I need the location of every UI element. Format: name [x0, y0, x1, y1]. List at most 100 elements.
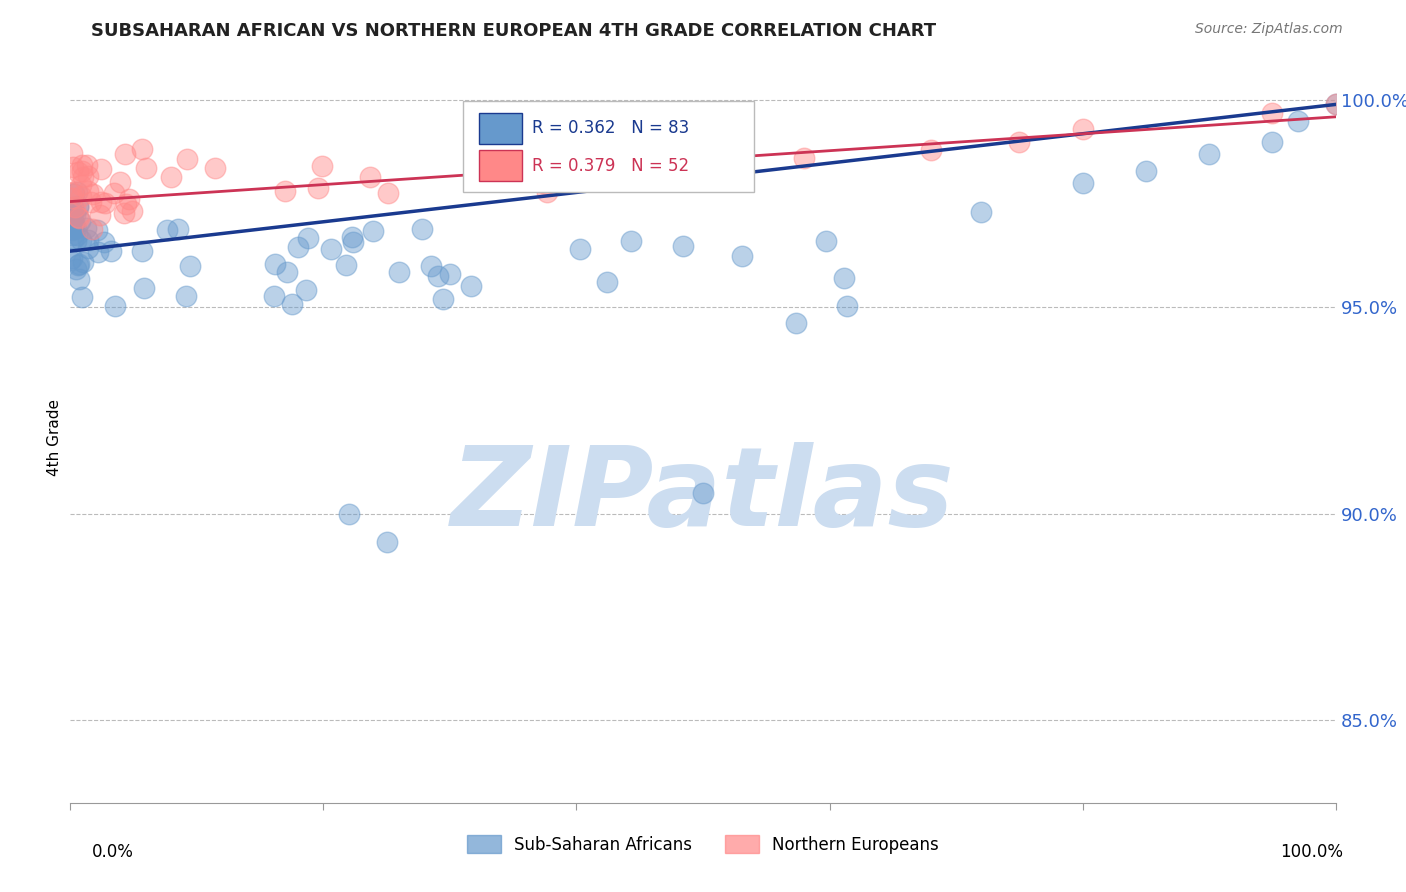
- Point: [263, 256, 285, 270]
- Point: [70, 164, 93, 178]
- FancyBboxPatch shape: [479, 151, 522, 181]
- Point: [63, 208, 86, 222]
- Point: [65, 228, 87, 243]
- Text: 100.0%: 100.0%: [1279, 843, 1343, 861]
- Point: [692, 486, 714, 500]
- Point: [66, 210, 89, 224]
- Point: [1198, 147, 1220, 161]
- Text: ZIPatlas: ZIPatlas: [451, 442, 955, 549]
- Point: [377, 186, 399, 200]
- Point: [565, 171, 588, 186]
- Point: [534, 177, 557, 191]
- Point: [160, 169, 183, 184]
- Point: [65, 221, 87, 235]
- Point: [72, 170, 94, 185]
- Point: [62, 185, 84, 199]
- Point: [1071, 176, 1094, 190]
- Point: [319, 243, 342, 257]
- Point: [77, 241, 100, 255]
- Point: [60, 191, 83, 205]
- Point: [100, 244, 122, 259]
- Point: [80, 195, 103, 210]
- Point: [1324, 97, 1347, 112]
- Point: [112, 206, 135, 220]
- Point: [82, 187, 104, 202]
- Point: [69, 189, 91, 203]
- Point: [536, 185, 558, 199]
- Point: [276, 265, 298, 279]
- Point: [135, 161, 157, 175]
- Point: [793, 151, 815, 165]
- Point: [1071, 122, 1094, 136]
- Point: [104, 299, 127, 313]
- Point: [86, 223, 108, 237]
- Point: [920, 143, 942, 157]
- Point: [335, 258, 357, 272]
- Point: [731, 249, 754, 263]
- Point: [67, 256, 90, 270]
- Point: [970, 205, 993, 219]
- Point: [131, 142, 153, 156]
- Point: [70, 158, 93, 172]
- Point: [103, 186, 125, 201]
- Point: [167, 222, 190, 236]
- Point: [280, 297, 302, 311]
- Point: [375, 535, 398, 549]
- Point: [785, 316, 807, 330]
- Point: [1008, 135, 1031, 149]
- Point: [287, 240, 309, 254]
- Point: [1324, 97, 1347, 112]
- Legend: Sub-Saharan Africans, Northern Europeans: Sub-Saharan Africans, Northern Europeans: [461, 829, 945, 860]
- Point: [311, 160, 333, 174]
- Point: [94, 195, 117, 210]
- Text: 0.0%: 0.0%: [91, 843, 134, 861]
- Point: [204, 161, 226, 175]
- Point: [359, 170, 381, 185]
- Y-axis label: 4th Grade: 4th Grade: [46, 399, 62, 475]
- Point: [66, 198, 89, 212]
- Point: [67, 272, 90, 286]
- Point: [65, 234, 87, 248]
- Point: [263, 288, 285, 302]
- Point: [620, 234, 643, 248]
- Point: [108, 175, 131, 189]
- Point: [1135, 163, 1157, 178]
- Point: [90, 161, 112, 176]
- Text: R = 0.379   N = 52: R = 0.379 N = 52: [533, 157, 689, 175]
- Point: [93, 235, 115, 250]
- Point: [76, 234, 98, 248]
- Point: [114, 147, 136, 161]
- Point: [121, 203, 143, 218]
- Text: R = 0.362   N = 83: R = 0.362 N = 83: [533, 120, 689, 137]
- Point: [63, 216, 86, 230]
- Point: [90, 194, 112, 209]
- Point: [76, 158, 98, 172]
- Point: [72, 254, 94, 268]
- Point: [692, 160, 714, 174]
- Point: [66, 185, 89, 199]
- Point: [62, 200, 84, 214]
- Point: [75, 221, 97, 235]
- Point: [131, 244, 153, 258]
- Point: [419, 259, 441, 273]
- Point: [295, 283, 318, 297]
- Point: [115, 196, 138, 211]
- Point: [174, 289, 197, 303]
- Point: [60, 145, 83, 160]
- Point: [59, 252, 82, 267]
- Point: [460, 279, 482, 293]
- Point: [60, 222, 83, 236]
- Point: [439, 267, 461, 281]
- Point: [176, 152, 198, 166]
- Point: [1286, 114, 1309, 128]
- Point: [1261, 135, 1284, 149]
- Point: [63, 220, 86, 235]
- Point: [62, 161, 84, 175]
- Point: [1261, 105, 1284, 120]
- Point: [832, 271, 855, 285]
- Point: [82, 222, 104, 236]
- Point: [60, 186, 83, 200]
- Point: [65, 262, 87, 277]
- Point: [179, 259, 201, 273]
- Point: [118, 192, 141, 206]
